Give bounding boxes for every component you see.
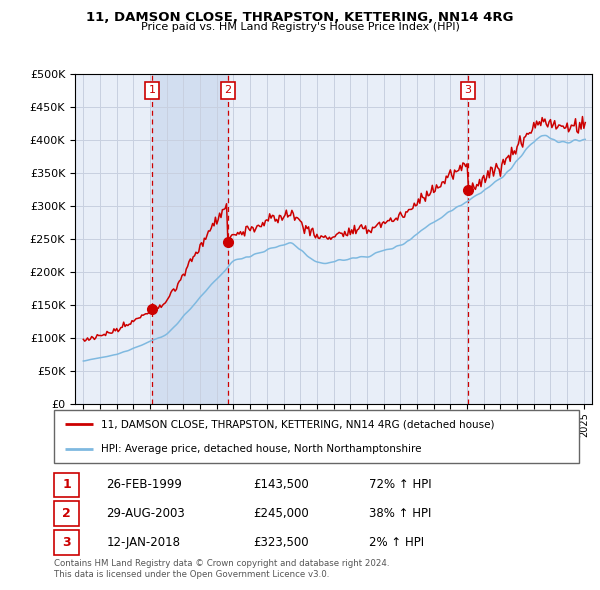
Text: 2: 2	[224, 86, 232, 95]
Text: 3: 3	[464, 86, 471, 95]
Text: 3: 3	[62, 536, 71, 549]
Bar	[54, 473, 79, 497]
Text: 2% ↑ HPI: 2% ↑ HPI	[369, 536, 424, 549]
Text: 2: 2	[62, 507, 71, 520]
Text: 11, DAMSON CLOSE, THRAPSTON, KETTERING, NN14 4RG: 11, DAMSON CLOSE, THRAPSTON, KETTERING, …	[86, 11, 514, 24]
Text: Contains HM Land Registry data © Crown copyright and database right 2024.: Contains HM Land Registry data © Crown c…	[54, 559, 389, 568]
Bar	[54, 530, 79, 555]
Text: 72% ↑ HPI: 72% ↑ HPI	[369, 478, 431, 491]
Text: This data is licensed under the Open Government Licence v3.0.: This data is licensed under the Open Gov…	[54, 570, 329, 579]
Bar	[152, 74, 228, 404]
Text: 29-AUG-2003: 29-AUG-2003	[107, 507, 185, 520]
Text: £245,000: £245,000	[254, 507, 309, 520]
Bar	[54, 502, 79, 526]
Text: 1: 1	[149, 86, 156, 95]
Text: 26-FEB-1999: 26-FEB-1999	[107, 478, 182, 491]
Text: £323,500: £323,500	[254, 536, 309, 549]
Text: 1: 1	[62, 478, 71, 491]
Text: 38% ↑ HPI: 38% ↑ HPI	[369, 507, 431, 520]
Text: 12-JAN-2018: 12-JAN-2018	[107, 536, 181, 549]
Text: HPI: Average price, detached house, North Northamptonshire: HPI: Average price, detached house, Nort…	[101, 444, 422, 454]
Text: £143,500: £143,500	[254, 478, 309, 491]
Text: Price paid vs. HM Land Registry's House Price Index (HPI): Price paid vs. HM Land Registry's House …	[140, 22, 460, 32]
Text: 11, DAMSON CLOSE, THRAPSTON, KETTERING, NN14 4RG (detached house): 11, DAMSON CLOSE, THRAPSTON, KETTERING, …	[101, 419, 495, 430]
